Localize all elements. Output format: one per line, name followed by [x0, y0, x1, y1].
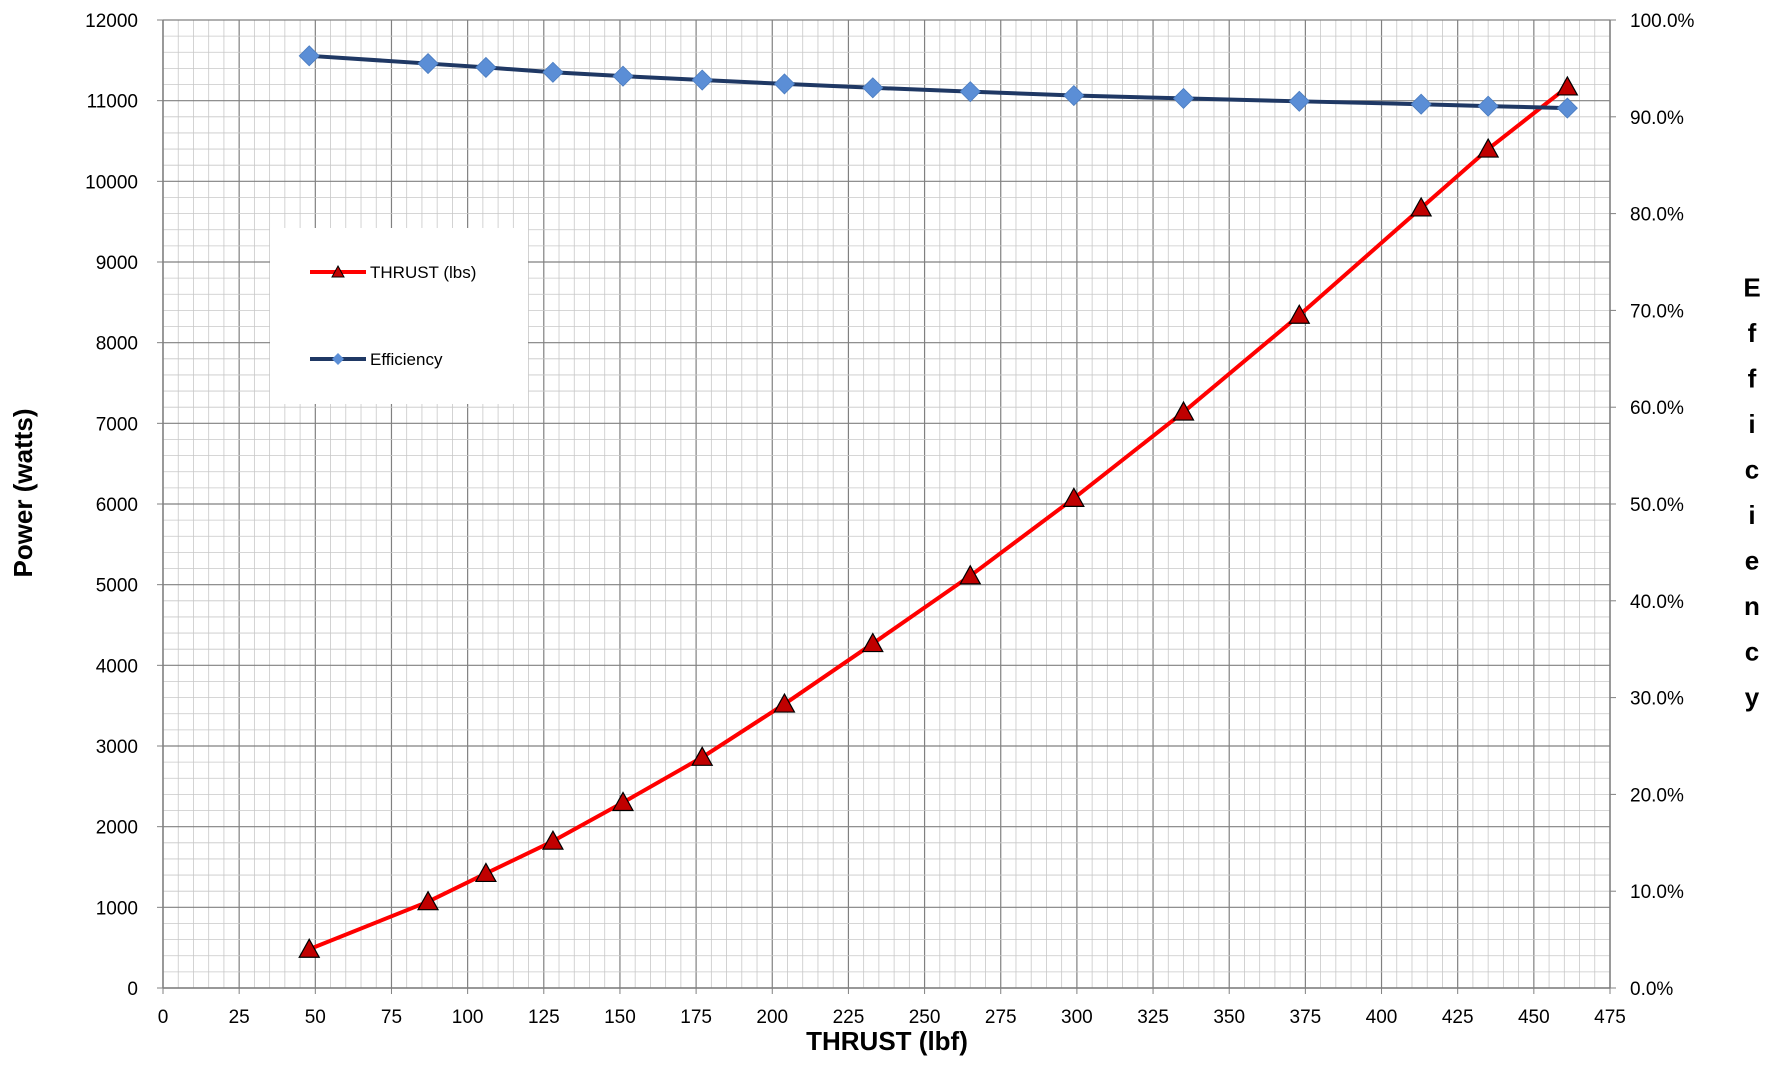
- y2-tick-label: 10.0%: [1630, 882, 1684, 903]
- data-point: [417, 52, 439, 75]
- series-efficiency: [298, 45, 1578, 119]
- data-point: [1477, 95, 1499, 117]
- y-tick-label: 7000: [96, 414, 138, 435]
- y2-tick-label: 50.0%: [1630, 495, 1684, 516]
- x-tick-label: 150: [604, 1007, 636, 1028]
- x-tick-label: 0: [158, 1007, 169, 1028]
- y2-tick-label: 30.0%: [1630, 689, 1684, 710]
- data-point: [474, 862, 497, 883]
- y-axis-title: Power (watts): [8, 408, 38, 577]
- x-tick-label: 100: [452, 1007, 484, 1028]
- legend-label-efficiency: Efficiency: [370, 350, 443, 369]
- x-tick-label: 450: [1518, 1007, 1550, 1028]
- data-point: [1288, 304, 1311, 324]
- series-group: [298, 45, 1579, 958]
- data-point: [612, 65, 634, 87]
- y-tick-label: 5000: [96, 576, 138, 597]
- data-point: [1556, 75, 1579, 96]
- x-axis-title: THRUST (lbf): [806, 1026, 968, 1056]
- data-point: [417, 890, 440, 911]
- data-point: [862, 77, 884, 99]
- data-point: [298, 45, 320, 67]
- data-point: [542, 61, 564, 83]
- x-tick-label: 425: [1442, 1007, 1474, 1028]
- y2-tick-label: 40.0%: [1630, 592, 1684, 613]
- y-tick-label: 2000: [96, 818, 138, 839]
- y2-tick-label: 60.0%: [1630, 398, 1684, 419]
- y2-tick-labels: 0.0% 10.0% 20.0% 30.0% 40.0% 50.0% 60.0% 70.0% 8…: [1610, 11, 1695, 1000]
- data-point: [861, 632, 884, 653]
- data-point: [773, 692, 796, 713]
- y-tick-label: 3000: [96, 737, 138, 758]
- y-tick-label: 11000: [87, 92, 138, 113]
- x-tick-labels: 0 25 50 75 100 125 150 175 200 225 250 275 300 325 350…: [158, 988, 1626, 1028]
- y2-tick-label: 20.0%: [1630, 785, 1684, 806]
- y2-tick-label: 100.0%: [1630, 11, 1695, 32]
- y-tick-label: 6000: [96, 495, 138, 516]
- x-tick-label: 175: [680, 1007, 712, 1028]
- legend-marker-efficiency: [332, 353, 344, 365]
- y2-tick-label: 70.0%: [1630, 301, 1684, 322]
- data-point: [298, 938, 321, 958]
- data-point: [1556, 97, 1578, 119]
- x-tick-label: 250: [909, 1007, 941, 1028]
- x-tick-label: 275: [985, 1007, 1017, 1028]
- data-point: [691, 746, 714, 766]
- grid: [162, 19, 1611, 989]
- legend-marker-thrust: [331, 264, 345, 278]
- data-point: [1063, 84, 1085, 107]
- y-tick-label: 0: [127, 979, 138, 1000]
- data-point: [541, 829, 564, 850]
- data-point: [1288, 90, 1310, 112]
- data-point: [959, 81, 981, 103]
- data-point: [773, 73, 796, 95]
- data-point: [1172, 87, 1195, 109]
- y-tick-label: 8000: [96, 334, 138, 355]
- legend: THRUST (lbs) Efficiency: [270, 228, 528, 404]
- series-thrust: [298, 75, 1579, 958]
- x-tick-label: 75: [381, 1007, 402, 1028]
- y-tick-label: 1000: [96, 898, 138, 919]
- data-point: [959, 564, 982, 585]
- legend-box: [270, 228, 528, 404]
- x-tick-label: 25: [229, 1007, 250, 1028]
- y-tick-label: 4000: [96, 656, 138, 677]
- data-point: [475, 56, 497, 78]
- y-tick-label: 10000: [85, 172, 138, 193]
- x-tick-label: 350: [1213, 1007, 1245, 1028]
- y2-tick-label: 0.0%: [1630, 979, 1673, 1000]
- data-point: [1477, 137, 1500, 158]
- y-tick-label: 12000: [85, 11, 138, 32]
- y-tick-labels: 0 1000 2000 3000 4000 5000 6000 7000 8000 9000 100…: [85, 11, 163, 1000]
- x-tick-label: 375: [1290, 1007, 1322, 1028]
- x-tick-label: 300: [1061, 1007, 1093, 1028]
- y-tick-label: 9000: [96, 253, 138, 274]
- x-tick-label: 225: [833, 1007, 865, 1028]
- data-point: [1410, 93, 1432, 115]
- data-point: [1410, 196, 1433, 217]
- x-tick-label: 400: [1366, 1007, 1398, 1028]
- data-point: [1172, 400, 1195, 421]
- y2-tick-label: 90.0%: [1630, 108, 1684, 129]
- legend-label-thrust: THRUST (lbs): [370, 263, 476, 282]
- data-point: [611, 791, 635, 812]
- data-point: [691, 69, 713, 91]
- x-tick-label: 325: [1137, 1007, 1169, 1028]
- x-tick-label: 200: [756, 1007, 788, 1028]
- x-tick-label: 125: [528, 1007, 560, 1028]
- x-tick-label: 50: [305, 1007, 326, 1028]
- x-tick-label: 475: [1594, 1007, 1626, 1028]
- y2-tick-label: 80.0%: [1630, 205, 1684, 226]
- data-point: [1062, 487, 1085, 507]
